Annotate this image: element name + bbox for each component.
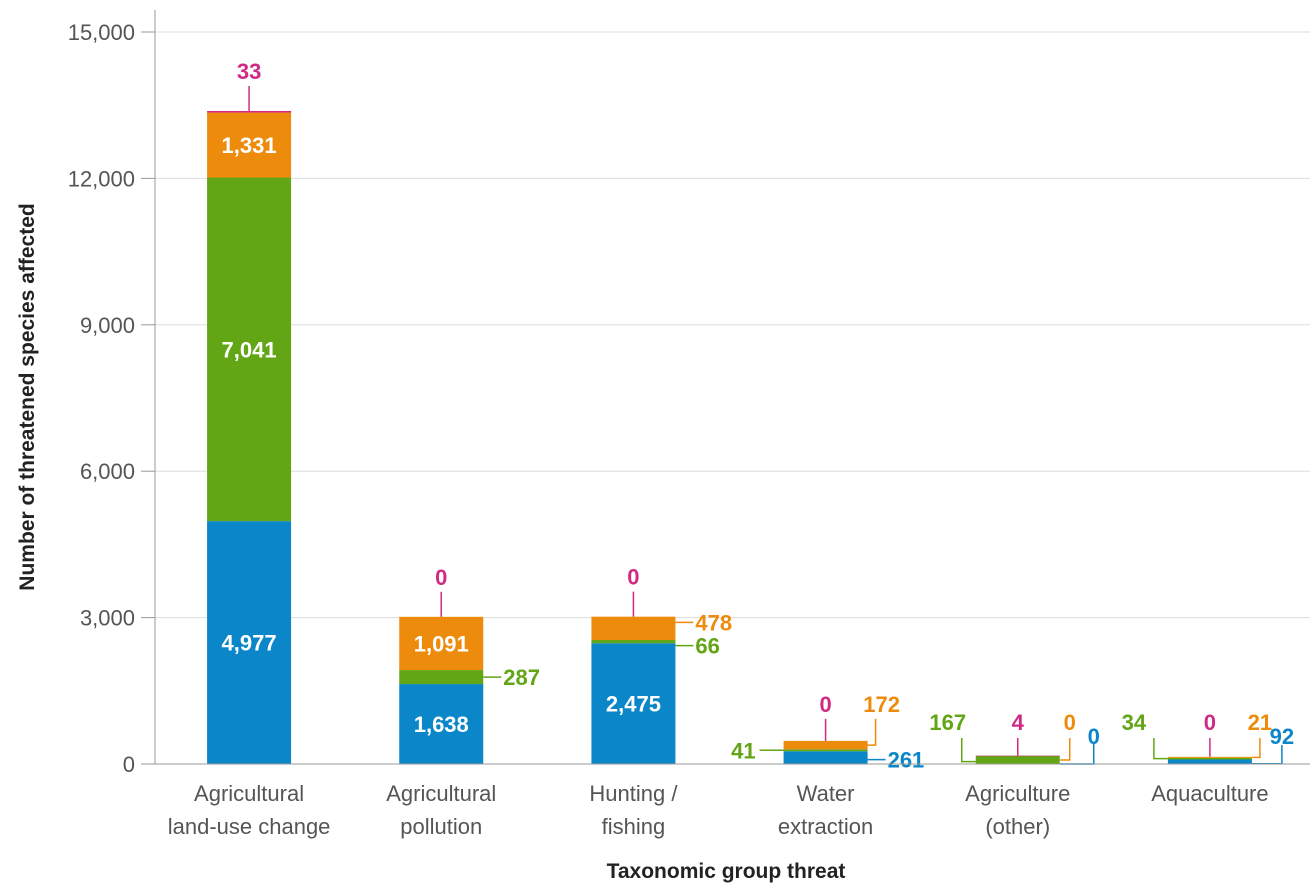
bar-segment <box>399 670 484 685</box>
bar-segment <box>591 643 676 764</box>
data-label: 92 <box>1270 724 1294 749</box>
bar-segment <box>1167 756 1252 758</box>
leader-line <box>1059 738 1071 761</box>
bar-segment <box>1167 757 1252 760</box>
data-label: 0 <box>1064 710 1076 735</box>
x-tick-label: Agricultural <box>194 781 304 806</box>
data-label: 1,638 <box>414 712 469 737</box>
data-label: 167 <box>929 710 966 735</box>
bar-segment <box>399 684 484 764</box>
leader-line <box>861 718 877 746</box>
data-label: 1,331 <box>222 133 277 158</box>
bar-segment <box>975 755 1060 757</box>
x-tick-label: Agricultural <box>386 781 496 806</box>
data-label: 0 <box>819 692 831 717</box>
x-tick-label: Agriculture <box>965 781 1070 806</box>
bar-segment <box>975 755 1060 764</box>
bar-segment <box>207 112 292 178</box>
x-tick-label: Aquaculture <box>1151 781 1268 806</box>
bar-segment <box>207 110 292 113</box>
y-tick-label: 0 <box>123 752 135 777</box>
data-label: 4,977 <box>222 631 277 656</box>
data-label: 172 <box>863 692 900 717</box>
x-axis: Agricultural land-use change Agricultural p… <box>155 763 1310 839</box>
data-label: 7,041 <box>222 337 277 362</box>
data-label: 0 <box>1204 710 1216 735</box>
data-label: 21 <box>1248 710 1272 735</box>
data-label: 2,475 <box>606 692 661 717</box>
x-tick-label: pollution <box>400 814 482 839</box>
bar-segment <box>207 521 292 764</box>
data-label: 0 <box>1088 724 1100 749</box>
data-label: 33 <box>237 59 261 84</box>
data-label: 287 <box>503 665 540 690</box>
y-tick-label: 9,000 <box>80 313 135 338</box>
bar-segment <box>399 616 484 671</box>
bar-segment <box>783 751 868 764</box>
bar-segment <box>591 616 676 640</box>
bar-segment <box>783 740 868 750</box>
bar-segment <box>591 639 676 644</box>
data-label: 0 <box>435 565 447 590</box>
x-tick-label: land-use change <box>168 814 331 839</box>
data-label: 478 <box>695 610 732 635</box>
bar-segment <box>207 177 292 522</box>
bar-segment <box>1167 759 1252 764</box>
x-tick-label: Hunting / <box>589 781 678 806</box>
leader-line <box>1153 738 1168 760</box>
y-axis: 0 3,000 6,000 9,000 12,000 15,000 <box>68 10 156 777</box>
y-axis-title: Number of threatened species affected <box>16 203 39 590</box>
data-label: 4 <box>1012 710 1025 735</box>
x-axis-title: Taxonomic group threat <box>607 860 846 883</box>
data-label: 261 <box>888 748 925 773</box>
x-tick-label: fishing <box>602 814 666 839</box>
y-tick-label: 6,000 <box>80 459 135 484</box>
data-label: 41 <box>731 738 755 763</box>
x-tick-label: (other) <box>985 814 1050 839</box>
data-labels: 4,977 7,041 1,331 33 1,638 1,091 0 287 2,475 0 478… <box>222 59 1295 773</box>
data-label: 0 <box>627 565 639 590</box>
y-tick-label: 15,000 <box>68 20 135 45</box>
data-label: 1,091 <box>414 631 469 656</box>
leader-line <box>1251 738 1261 759</box>
x-tick-label: extraction <box>778 814 873 839</box>
bar-segment <box>783 749 868 752</box>
bars <box>207 110 1252 764</box>
leader-line <box>961 738 976 763</box>
data-label: 66 <box>695 634 719 659</box>
x-tick-label: Water <box>797 781 855 806</box>
y-tick-label: 3,000 <box>80 606 135 631</box>
data-label: 34 <box>1122 710 1147 735</box>
gridlines <box>155 31 1310 765</box>
y-tick-label: 12,000 <box>68 166 135 191</box>
